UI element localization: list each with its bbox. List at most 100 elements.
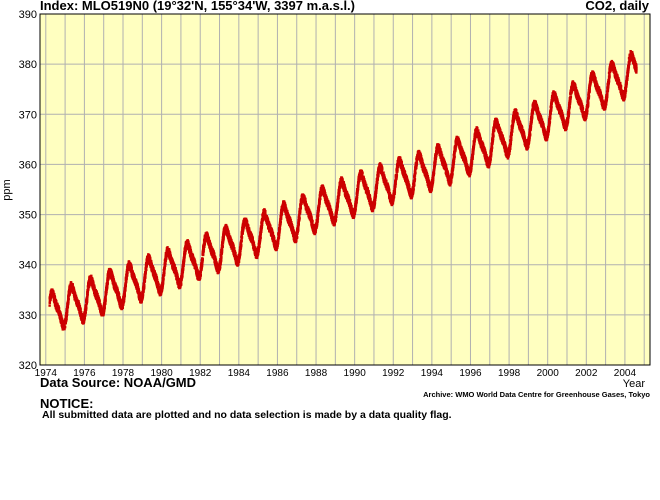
- data-point: [218, 265, 222, 269]
- data-point: [162, 280, 165, 283]
- data-point: [134, 278, 138, 282]
- data-point: [76, 298, 79, 302]
- data-point: [113, 280, 116, 284]
- data-point: [145, 268, 148, 272]
- data-point: [65, 319, 68, 322]
- data-point: [295, 236, 299, 239]
- data-point: [161, 282, 165, 286]
- data-point: [68, 291, 72, 294]
- data-point: [222, 238, 225, 241]
- data-point: [103, 306, 106, 310]
- data-point: [240, 239, 243, 243]
- data-point: [169, 252, 172, 255]
- data-point: [276, 242, 280, 245]
- data-point: [256, 252, 260, 256]
- data-point: [299, 207, 303, 210]
- data-point: [49, 296, 53, 300]
- data-point: [142, 281, 146, 285]
- data-point: [144, 276, 147, 280]
- data-point: [136, 286, 140, 289]
- data-point: [143, 283, 146, 287]
- data-point: [179, 282, 183, 286]
- data-point: [202, 250, 205, 253]
- data-point: [203, 245, 206, 248]
- data-point: [71, 283, 74, 286]
- data-point: [183, 258, 186, 262]
- data-point: [74, 294, 78, 297]
- data-point: [84, 311, 87, 314]
- data-point: [141, 293, 145, 297]
- data-point: [123, 294, 126, 298]
- data-point: [73, 292, 77, 296]
- data-point: [104, 299, 107, 302]
- data-point: [61, 319, 64, 323]
- data-point: [125, 270, 129, 273]
- data-point: [90, 276, 94, 280]
- data-point: [106, 285, 109, 288]
- data-point: [105, 290, 108, 294]
- data-point: [149, 257, 152, 261]
- data-point: [181, 268, 185, 271]
- data-point: [86, 292, 89, 296]
- data-point: [195, 266, 198, 269]
- data-point: [125, 277, 128, 280]
- data-point: [124, 288, 127, 291]
- data-point: [48, 304, 51, 307]
- data-point: [155, 277, 159, 280]
- data-point: [123, 297, 126, 300]
- data-point: [153, 270, 156, 273]
- data-point: [55, 300, 58, 303]
- data-point: [179, 280, 183, 283]
- data-point: [152, 267, 155, 270]
- data-point: [276, 244, 279, 248]
- data-point: [304, 200, 307, 203]
- data-point: [143, 279, 147, 283]
- data-point: [122, 301, 125, 305]
- data-point: [141, 295, 145, 298]
- data-point: [65, 311, 68, 315]
- data-point: [142, 286, 146, 289]
- data-point: [86, 290, 90, 293]
- gas-label: CO2, daily: [585, 0, 649, 13]
- data-point: [110, 269, 113, 273]
- data-point: [93, 284, 96, 287]
- data-point: [143, 285, 146, 288]
- data-point: [239, 249, 242, 253]
- data-point: [183, 256, 186, 259]
- data-point: [84, 304, 88, 308]
- data-point: [278, 227, 282, 231]
- data-point: [162, 277, 165, 280]
- data-point: [257, 249, 260, 252]
- data-point: [60, 318, 64, 321]
- data-point: [214, 258, 218, 261]
- data-point: [165, 257, 168, 260]
- data-point: [52, 290, 55, 294]
- data-point: [240, 244, 243, 247]
- data-point: [181, 272, 184, 275]
- data-point: [126, 271, 129, 274]
- data-point: [66, 302, 70, 305]
- data-point: [69, 281, 73, 284]
- data-point: [173, 264, 176, 267]
- data-point: [278, 231, 281, 234]
- data-point: [83, 316, 86, 320]
- data-point: [87, 287, 90, 291]
- data-point: [187, 243, 191, 246]
- data-point: [85, 297, 89, 301]
- data-point: [66, 308, 69, 311]
- data-point: [67, 298, 70, 301]
- data-point: [280, 212, 284, 216]
- data-point: [124, 283, 128, 287]
- data-point: [121, 306, 124, 309]
- data-point: [119, 298, 122, 301]
- data-point: [196, 269, 199, 273]
- data-point: [168, 248, 171, 251]
- data-point: [95, 290, 98, 294]
- data-point: [164, 262, 167, 265]
- data-point: [96, 292, 99, 296]
- data-point: [86, 295, 89, 299]
- data-point: [191, 254, 195, 258]
- data-point: [145, 264, 149, 267]
- data-point: [98, 300, 101, 303]
